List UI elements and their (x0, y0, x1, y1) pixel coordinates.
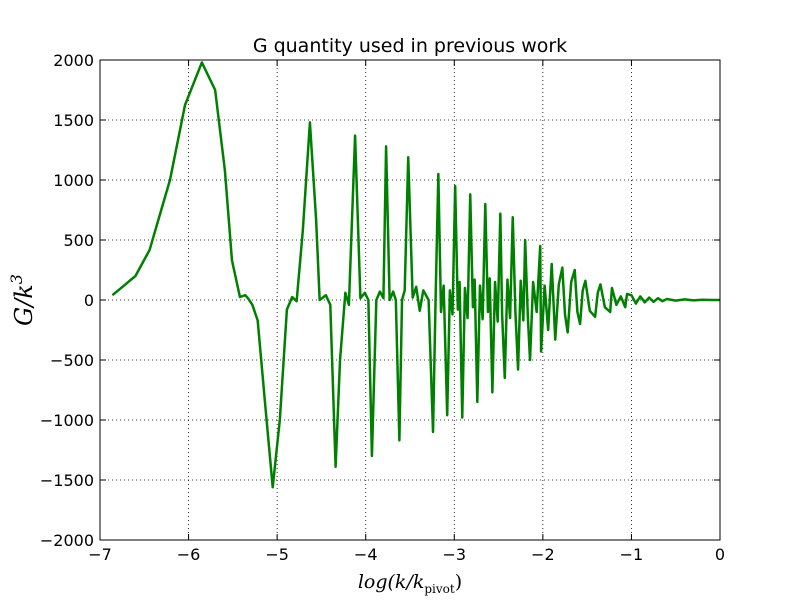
x-tick-label: −2 (531, 545, 555, 564)
y-tick-label: −2000 (40, 531, 94, 550)
y-tick-label: 2000 (53, 51, 94, 70)
y-tick-label: 500 (63, 231, 94, 250)
y-tick-label: 1500 (53, 111, 94, 130)
chart-title: G quantity used in previous work (253, 35, 567, 57)
y-tick-label: −1500 (40, 471, 94, 490)
x-label-main: log(k/k (358, 571, 425, 593)
x-axis-label: log(k/kpivot) (358, 571, 462, 596)
x-tick-label: −4 (354, 545, 378, 564)
plot-frame (99, 59, 721, 541)
y-axis-label: G/k3 (7, 274, 38, 326)
y-tick-label: −500 (50, 351, 94, 370)
y-tick-label: −1000 (40, 411, 94, 430)
x-tick-label: −3 (442, 545, 466, 564)
x-label-sub: pivot (424, 582, 455, 596)
x-tick-label: −1 (620, 545, 644, 564)
y-tick-label: 1000 (53, 171, 94, 190)
data-line (111, 61, 720, 489)
x-tick-label: 0 (715, 545, 725, 564)
x-label-end: ) (455, 571, 462, 593)
x-tick-label: −5 (265, 545, 289, 564)
y-label-sup: 3 (7, 274, 26, 284)
x-tick-label: −7 (88, 545, 112, 564)
x-tick-label: −6 (177, 545, 201, 564)
y-tick-label: 0 (84, 291, 94, 310)
y-label-main: G/k (10, 284, 38, 326)
